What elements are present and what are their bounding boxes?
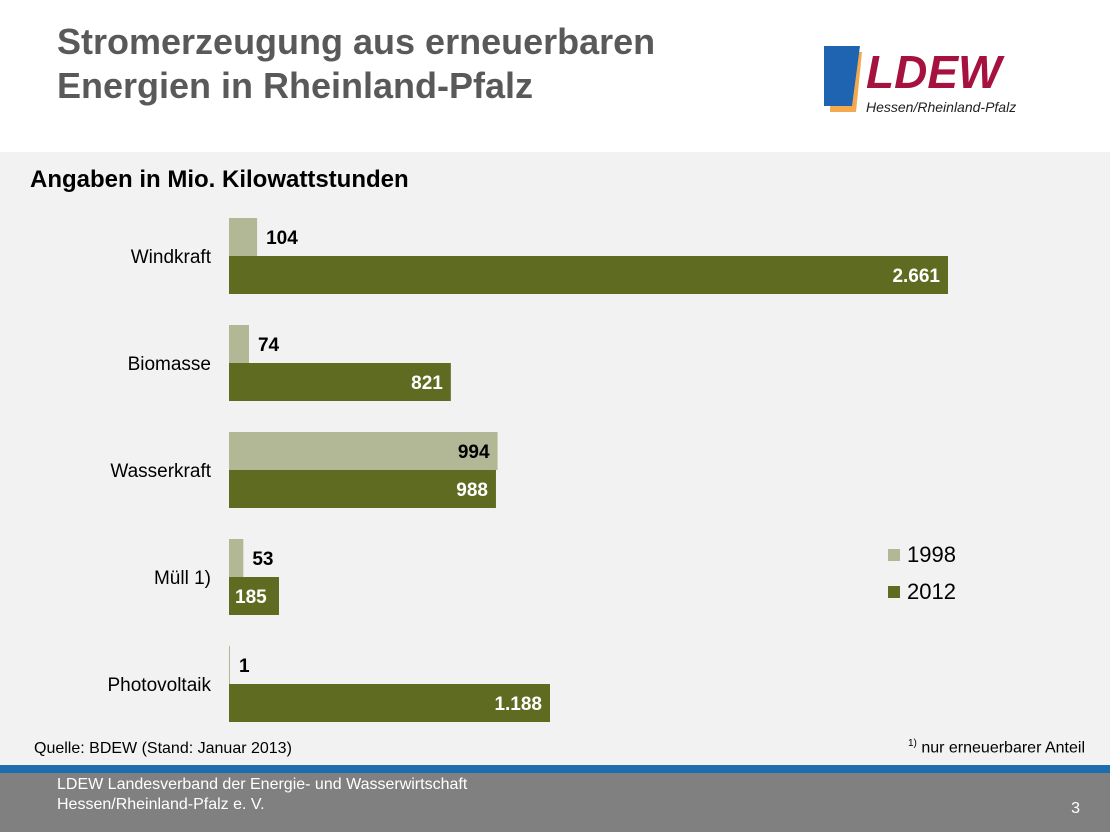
- page-number: 3: [1071, 800, 1080, 817]
- category-label: Photovoltaik: [107, 675, 211, 696]
- data-label: 1: [239, 656, 250, 677]
- bar-1998: [229, 432, 498, 470]
- bar-2012: [229, 363, 451, 401]
- legend-label: 1998: [907, 541, 956, 567]
- slide-title: Stromerzeugung aus erneuerbaren Energien…: [57, 20, 655, 108]
- bar-1998: [229, 646, 230, 684]
- title-line-1: Stromerzeugung aus erneuerbaren: [57, 21, 656, 62]
- bar-2012: [229, 256, 948, 294]
- category-label: Wasserkraft: [110, 461, 211, 482]
- data-label: 821: [411, 373, 443, 394]
- ldew-logo: LDEW Hessen/Rheinland-Pfalz: [824, 46, 1016, 115]
- legend-item-2012: 2012: [888, 573, 956, 610]
- category-label: Müll 1): [154, 568, 211, 589]
- data-label: 104: [266, 228, 298, 249]
- bar-1998: [229, 218, 258, 256]
- footer-stripe: [0, 765, 1110, 773]
- bar-2012: [229, 577, 279, 615]
- legend-swatch: [888, 585, 900, 598]
- footer: LDEW Landesverband der Energie- und Wass…: [0, 773, 1110, 832]
- data-label: 2.661: [892, 266, 940, 287]
- bar-1998: [229, 539, 244, 577]
- legend: 1998 2012: [888, 536, 956, 610]
- data-label: 988: [456, 480, 488, 501]
- bar-1998: [229, 325, 249, 363]
- footnote: 1) nur erneuerbarer Anteil: [908, 738, 1085, 757]
- legend-item-1998: 1998: [888, 536, 956, 573]
- header: Stromerzeugung aus erneuerbaren Energien…: [0, 0, 1110, 152]
- legend-swatch: [888, 548, 900, 561]
- svg-text:LDEW: LDEW: [866, 46, 1005, 98]
- footnote-mark: 1): [907, 738, 917, 749]
- data-label: 185: [235, 587, 267, 608]
- data-label: 994: [458, 442, 490, 463]
- bar-2012: [229, 470, 496, 508]
- bar-chart: Windkraft 104 2.661 Biomasse 74 821 Wasserkraf…: [107, 218, 948, 722]
- data-label: 53: [252, 549, 273, 570]
- chart-subtitle: Angaben in Mio. Kilowattstunden: [30, 166, 409, 193]
- footer-org-line2: Hessen/Rheinland-Pfalz e. V.: [57, 796, 265, 813]
- category-label: Windkraft: [131, 247, 212, 268]
- legend-label: 2012: [907, 578, 956, 604]
- data-label: 1.188: [494, 694, 542, 715]
- svg-text:Hessen/Rheinland-Pfalz: Hessen/Rheinland-Pfalz: [866, 99, 1016, 115]
- footer-org-line1: LDEW Landesverband der Energie- und Wass…: [57, 776, 468, 793]
- data-label: 74: [258, 335, 280, 356]
- source-note: Quelle: BDEW (Stand: Januar 2013): [34, 740, 292, 757]
- footnote-text: nur erneuerbarer Anteil: [916, 739, 1085, 757]
- bar-2012: [229, 684, 550, 722]
- category-label: Biomasse: [128, 354, 211, 375]
- title-line-2: Energien in Rheinland-Pfalz: [57, 65, 534, 106]
